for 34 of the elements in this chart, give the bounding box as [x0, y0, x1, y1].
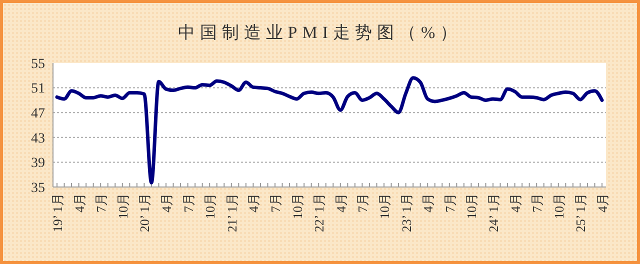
- x-tick-label: 10月: [290, 193, 305, 219]
- x-tick-label: 7月: [94, 193, 109, 212]
- y-tick-label: 51: [31, 82, 45, 97]
- x-tick-label: 10月: [377, 193, 392, 219]
- x-tick-label: 7月: [355, 193, 370, 212]
- x-tick-label: 22’ 1月: [312, 193, 327, 232]
- x-tick-label: 10月: [115, 193, 130, 219]
- x-tick-label: 21’ 1月: [224, 193, 240, 232]
- x-tick-label: 20’ 1月: [137, 193, 152, 232]
- x-tick-label: 4月: [508, 193, 523, 212]
- x-tick-label: 4月: [595, 193, 610, 212]
- y-tick-label: 43: [31, 131, 45, 146]
- x-tick-label: 4月: [420, 193, 436, 212]
- y-tick-label: 55: [31, 56, 45, 72]
- x-tick-label: 7月: [180, 193, 196, 212]
- y-tick-label: 35: [31, 180, 45, 196]
- x-tick-label: 19’ 1月: [50, 193, 65, 232]
- x-tick-label: 7月: [530, 193, 545, 212]
- x-tick-label: 10月: [202, 193, 218, 219]
- y-tick-label: 47: [31, 106, 45, 122]
- line-series: [55, 76, 604, 184]
- x-tick-label: 24’ 1月: [486, 193, 501, 232]
- x-tick-label: 10月: [464, 193, 480, 219]
- x-tick-label: 4月: [159, 193, 174, 212]
- x-tick-label: 4月: [333, 193, 348, 212]
- x-tick-label: 23’ 1月: [398, 193, 414, 232]
- x-tick-label: 10月: [551, 193, 566, 219]
- y-tick-label: 39: [31, 156, 45, 172]
- x-tick-label: 25’ 1月: [573, 193, 588, 232]
- x-tick-label: 4月: [246, 193, 262, 212]
- chart-title: 中国制造业PMI走势图（%）: [178, 23, 462, 42]
- x-tick-label: 4月: [72, 193, 87, 212]
- x-tick-label: 7月: [268, 193, 283, 212]
- x-tick-label: 7月: [442, 193, 458, 212]
